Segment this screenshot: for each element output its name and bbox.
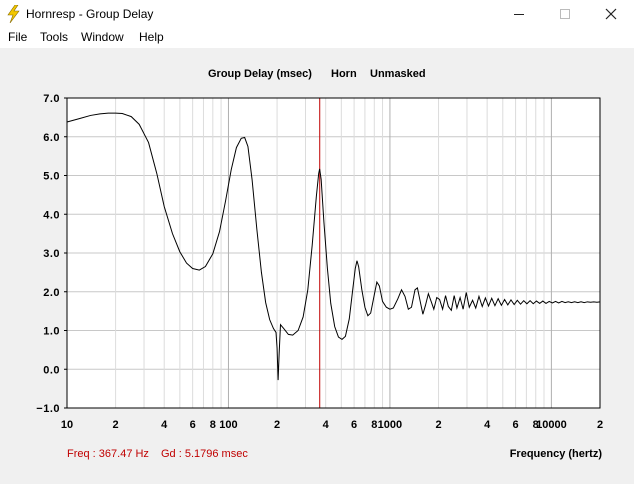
x-tick-label: 100: [219, 419, 237, 431]
maximize-button[interactable]: [542, 0, 588, 28]
window-title: Hornresp - Group Delay: [26, 7, 154, 21]
x-tick-label: 2: [274, 419, 280, 431]
x-tick-label: 2: [597, 419, 603, 431]
plot-frame: [66, 97, 601, 409]
close-button[interactable]: [588, 0, 634, 28]
x-tick-label: 8: [533, 419, 539, 431]
group-delay-chart[interactable]: Group Delay (msec) Horn Unmasked 7.0 6.0 5…: [0, 48, 634, 479]
minimize-icon: [514, 14, 524, 15]
chart-title-quantity: Group Delay (msec): [208, 68, 312, 80]
group-delay-readout: Gd : 5.1796 msec: [161, 448, 248, 460]
y-tick-label: 2.0: [43, 287, 60, 299]
maximize-icon: [560, 9, 570, 19]
title-bar: Hornresp - Group Delay: [0, 0, 634, 28]
x-tick-label: 8: [371, 419, 377, 431]
x-tick-label: 2: [435, 419, 441, 431]
y-tick-label: 3.0: [43, 248, 60, 260]
y-tick-label: 6.0: [43, 132, 60, 144]
menu-bar: File Tools Window Help: [0, 28, 634, 49]
chart-title-mask: Unmasked: [370, 68, 426, 80]
chart-area[interactable]: Group Delay (msec) Horn Unmasked 7.0 6.0 5…: [0, 48, 634, 479]
chart-title-system: Horn: [331, 68, 357, 80]
y-tick-label: 0.0: [43, 364, 60, 376]
y-tick-label: 5.0: [43, 171, 60, 183]
y-tick-label: 7.0: [43, 93, 60, 105]
lightning-bolt-icon: [7, 5, 20, 23]
menu-help[interactable]: Help: [139, 30, 164, 44]
minimize-button[interactable]: [496, 0, 542, 28]
x-tick-label: 4: [484, 419, 491, 431]
x-tick-label: 8: [210, 419, 216, 431]
close-icon: [605, 8, 617, 20]
x-tick-label: 1000: [378, 419, 402, 431]
x-axis-label: Frequency (hertz): [510, 448, 603, 460]
menu-window[interactable]: Window: [81, 30, 124, 44]
x-tick-label: 4: [323, 419, 330, 431]
y-tick-label: 1.0: [43, 326, 60, 338]
x-tick-label: 10000: [536, 419, 567, 431]
x-tick-label: 6: [351, 419, 357, 431]
x-tick-label: 4: [161, 419, 168, 431]
x-tick-label: 6: [190, 419, 196, 431]
x-tick-label: 6: [513, 419, 519, 431]
y-axis-ticks: 7.0 6.0 5.0 4.0 3.0 2.0 1.0 0.0 −1.0: [36, 93, 67, 415]
menu-file[interactable]: File: [8, 30, 28, 44]
menu-tools[interactable]: Tools: [40, 30, 69, 44]
x-tick-label: 2: [113, 419, 119, 431]
group-delay-curve: [66, 112, 601, 381]
frequency-readout: Freq : 367.47 Hz: [67, 448, 149, 460]
y-tick-label: 4.0: [43, 209, 60, 221]
x-tick-label: 10: [61, 419, 73, 431]
y-tick-label: −1.0: [36, 403, 60, 415]
